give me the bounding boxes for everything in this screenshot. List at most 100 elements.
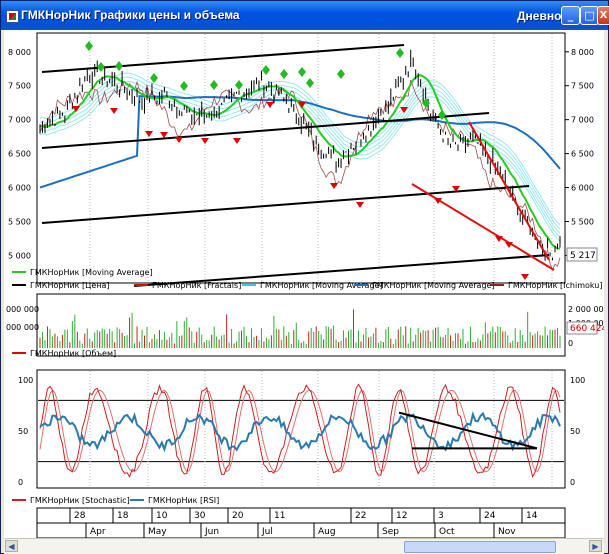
fractal-down-14 <box>495 236 503 242</box>
date-day-10: 14 <box>526 511 538 521</box>
trend-line-lower <box>133 254 550 287</box>
fractal-down-9 <box>330 183 338 189</box>
fractal-down-1 <box>110 108 118 114</box>
date-month-0: Apr <box>90 527 106 537</box>
date-day-3: 30 <box>194 511 206 521</box>
scroll-left-arrow-icon[interactable]: ◀ <box>5 540 18 552</box>
date-day-5: 11 <box>274 511 285 521</box>
osc-tick-left-2: 0 <box>18 478 23 487</box>
fractal-down-2 <box>145 131 153 137</box>
date-day-7: 12 <box>396 511 407 521</box>
fractal-down-15 <box>505 242 513 248</box>
stochastic-line <box>39 383 561 478</box>
legend-volume: ГМКНорНик [Объем] <box>30 349 116 358</box>
legend-rsi: ГМКНорНик [RSI] <box>148 496 219 505</box>
fractal-down-6 <box>233 138 241 144</box>
fractal-down-11 <box>400 107 408 113</box>
fractal-down-16 <box>521 274 529 280</box>
fractal-up-9 <box>298 67 306 77</box>
volume-left-tick-1: 000 000 <box>6 305 39 314</box>
price-tick-right-1: 7 500 <box>571 82 594 91</box>
rsi-line <box>39 411 561 453</box>
price-tick-right-3: 6 500 <box>571 150 594 159</box>
date-month-3: Jul <box>261 527 273 537</box>
fractal-down-0 <box>72 106 80 112</box>
legend-price: ГМКНорНик [Цена] <box>30 281 110 290</box>
legend-ma-fast: ГМКНорНик [Moving Average] <box>30 268 153 277</box>
price-y-axis-left: 8 000 7 500 7 000 6 500 6 000 5 500 5 000 <box>8 48 31 261</box>
timeframe-mode-label[interactable]: Дневной <box>517 9 569 23</box>
oscillator-panel[interactable] <box>36 369 566 489</box>
volume-left-tick-2: 000 000 <box>6 323 39 332</box>
date-day-2: 10 <box>156 511 168 521</box>
osc-tick-left-1: 50 <box>18 427 28 436</box>
fractal-up-5 <box>210 80 218 90</box>
trend-line-mid-1 <box>41 112 490 149</box>
date-month-4: Aug <box>318 527 336 537</box>
fractal-up-13 <box>422 98 430 108</box>
fractal-up-1 <box>97 62 105 72</box>
osc-tick-left-0: 100 <box>18 376 33 385</box>
price-tick-left-1: 7 500 <box>8 82 31 91</box>
fractal-down-10 <box>356 202 364 208</box>
price-tick-left-3: 6 500 <box>8 150 31 159</box>
horizontal-scrollbar[interactable]: ◀ ▶ <box>4 538 604 554</box>
title-bar[interactable]: ГМКНорНик Графики цены и объема Дневной … <box>1 1 609 30</box>
price-legend: ГМКНорНик [Moving Average] ГМКНорНик [Це… <box>12 268 602 290</box>
minimize-button[interactable]: _ <box>561 6 580 25</box>
date-day-8: 3 <box>438 511 444 521</box>
price-tick-left-4: 6 000 <box>8 184 31 193</box>
last-price-label: 5 217 <box>570 251 596 261</box>
date-month-6: Oct <box>439 527 455 537</box>
fractal-up-7 <box>262 65 270 75</box>
osc-tick-right-1: 50 <box>570 427 580 436</box>
date-month-2: Jun <box>204 527 219 537</box>
scrollbar-thumb[interactable] <box>404 541 556 553</box>
chart-area[interactable]: 8 000 7 500 7 000 6 500 6 000 5 500 5 000 8 00… <box>4 30 604 546</box>
scroll-right-arrow-icon[interactable]: ▶ <box>589 540 602 552</box>
price-tick-right-4: 6 000 <box>571 184 594 193</box>
date-day-6: 22 <box>355 511 366 521</box>
osc-trend-down <box>398 411 538 450</box>
fractal-down-4 <box>175 137 183 143</box>
fractal-up-6 <box>235 80 243 90</box>
volume-right-tick-1: 2 000 000 <box>568 305 604 314</box>
app-chart-icon <box>6 10 19 23</box>
volume-right-tick-3: 0 <box>568 339 573 348</box>
fractal-up-0 <box>85 41 93 51</box>
fractal-down-3 <box>160 132 168 138</box>
oscillator-axes: 100 100 50 50 0 0 <box>18 371 585 487</box>
date-month-1: May <box>148 527 167 537</box>
fractal-down-12 <box>434 198 442 204</box>
price-tick-right-0: 8 000 <box>571 48 594 57</box>
osc-tick-right-0: 100 <box>570 376 585 385</box>
ma-slow-line <box>39 95 561 189</box>
fractal-up-10 <box>306 78 314 88</box>
fractal-up-12 <box>396 48 404 58</box>
close-button[interactable]: X <box>597 6 609 25</box>
last-volume-box <box>566 321 598 335</box>
fractal-down-8 <box>298 102 306 108</box>
date-day-9: 24 <box>484 511 496 521</box>
legend-fractals: ГМКНорНик [Fractals] <box>152 281 241 290</box>
fractal-up-11 <box>337 69 345 79</box>
fractal-down-13 <box>452 186 460 192</box>
osc-tick-right-2: 0 <box>570 478 575 487</box>
fractal-up-3 <box>150 73 158 83</box>
date-month-5: Sep <box>382 527 399 537</box>
oscillator-legend: ГМКНорНик [Stochastic] ГМКНорНик [RSI] <box>12 496 219 505</box>
window-title: ГМКНорНик Графики цены и объема <box>21 8 240 22</box>
legend-stochastic: ГМКНорНик [Stochastic] <box>30 496 130 505</box>
fractal-up-14 <box>438 110 446 120</box>
trend-line-mid-2 <box>41 185 530 224</box>
price-tick-left-2: 7 000 <box>8 116 31 125</box>
price-tick-left-6: 5 000 <box>8 251 31 260</box>
date-month-7: Nov <box>498 527 516 537</box>
date-day-1: 18 <box>117 511 129 521</box>
stock-chart[interactable]: 8 000 7 500 7 000 6 500 6 000 5 500 5 000 8 00… <box>4 30 604 538</box>
price-tick-right-5: 5 500 <box>571 217 594 226</box>
volume-bars <box>39 309 561 348</box>
date-day-0: 28 <box>74 511 86 521</box>
